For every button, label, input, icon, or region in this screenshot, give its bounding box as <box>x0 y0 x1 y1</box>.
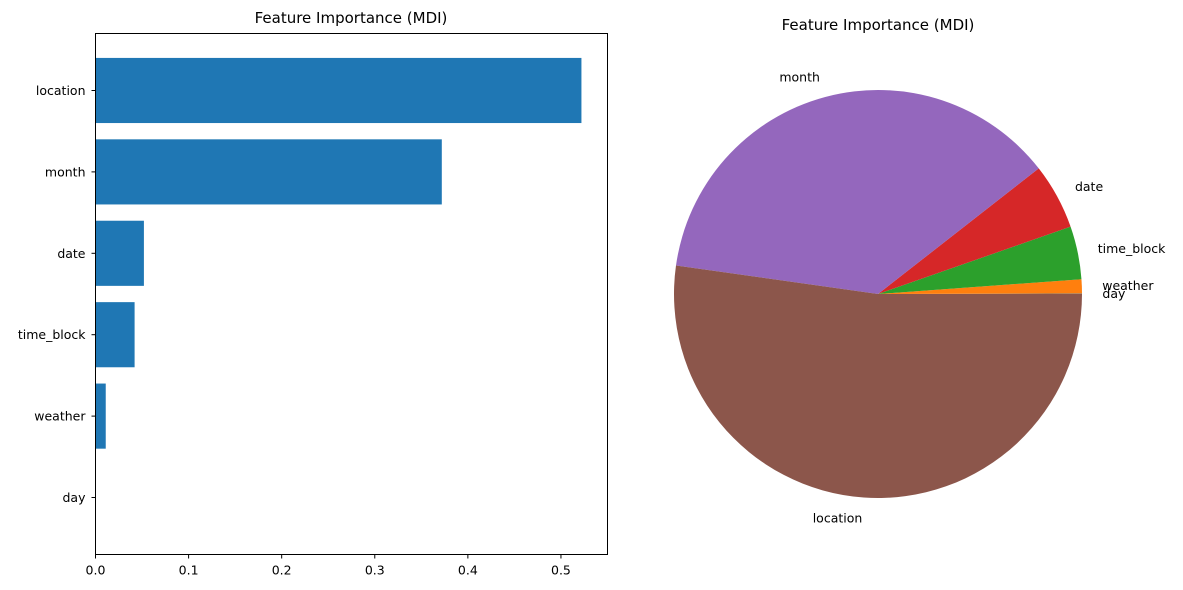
x-tick-label: 0.2 <box>272 563 292 578</box>
bar-chart-title: Feature Importance (MDI) <box>255 9 448 27</box>
x-tick-label: 0.0 <box>86 563 106 578</box>
pie-slice-time_block <box>878 226 1082 294</box>
y-tick-label-location: location <box>36 83 86 98</box>
x-tick-label: 0.5 <box>551 563 571 578</box>
x-tick-label: 0.4 <box>458 563 478 578</box>
pie-label-weather: weather <box>1102 278 1154 293</box>
pie-label-location: location <box>813 510 863 525</box>
pie-label-day: day <box>1102 286 1126 301</box>
pie-slice-day <box>878 293 1082 294</box>
bar-chart: Feature Importance (MDI) location month da… <box>18 9 608 578</box>
pie-slice-month <box>675 90 1039 294</box>
pie-slice-date <box>878 168 1071 294</box>
y-tick-label-month: month <box>45 164 86 179</box>
pie-slice-weather <box>878 279 1082 294</box>
bar-x-ticks: 0.0 0.1 0.2 0.3 0.4 0.5 <box>86 554 571 578</box>
bar-time_block <box>95 302 135 368</box>
pie-slice-location <box>674 265 1082 498</box>
bar-location <box>95 57 582 124</box>
x-tick-label: 0.3 <box>365 563 385 578</box>
bar-month <box>95 139 442 205</box>
pie-label-month: month <box>779 70 820 85</box>
bar-weather <box>95 383 106 449</box>
y-tick-label-weather: weather <box>34 409 86 424</box>
x-tick-label: 0.1 <box>179 563 199 578</box>
bar-marks <box>95 57 582 531</box>
pie-label-time_block: time_block <box>1098 241 1166 256</box>
y-tick-label-day: day <box>63 490 87 505</box>
bar-date <box>95 220 144 286</box>
bar-plot-frame <box>95 33 608 555</box>
pie-label-date: date <box>1075 179 1103 194</box>
pie-slices <box>674 90 1082 498</box>
y-tick-label-date: date <box>57 246 85 261</box>
pie-chart-title: Feature Importance (MDI) <box>782 16 975 34</box>
y-tick-label-time_block: time_block <box>18 327 86 342</box>
